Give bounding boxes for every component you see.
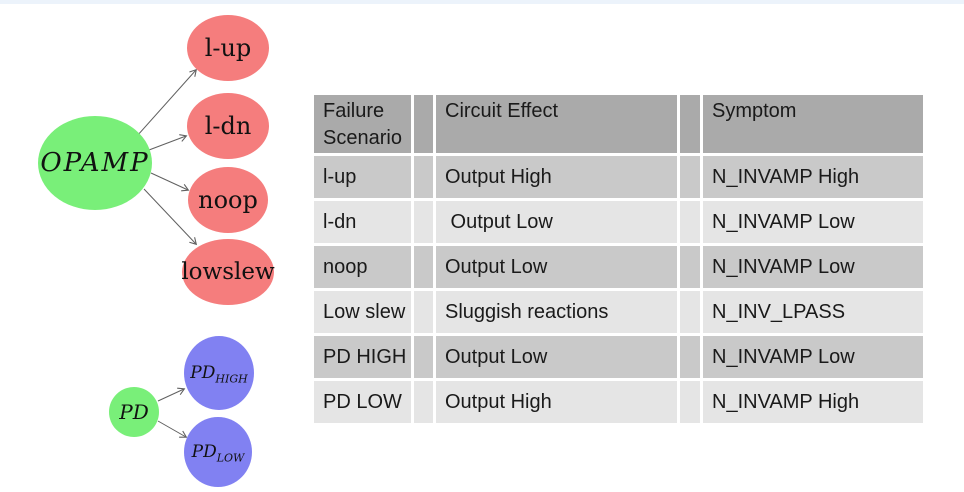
arrow-opamp-noop	[150, 172, 190, 192]
header-failure-scenario: Failure Scenario	[314, 95, 411, 153]
diagram-node-noop: noop	[188, 167, 268, 233]
cell-spacer	[414, 381, 433, 423]
cell-effect: Output Low	[436, 246, 677, 288]
arrow-pd-pdhigh	[157, 387, 186, 402]
cell-spacer	[414, 336, 433, 378]
opamp-label: OPAMP	[40, 148, 150, 178]
cell-scenario: PD LOW	[314, 381, 411, 423]
header-spacer	[680, 95, 700, 153]
cell-spacer	[680, 291, 700, 333]
cell-spacer	[680, 201, 700, 243]
pd-label: PD	[119, 400, 149, 424]
cell-symptom: N_INVAMP Low	[703, 246, 923, 288]
diagram-node-pd-high: PDHIGH	[184, 336, 254, 410]
cell-spacer	[680, 156, 700, 198]
pd-low-label: PDLOW	[191, 442, 245, 465]
header-spacer	[414, 95, 433, 153]
arrow-pd-pdlow	[157, 420, 188, 438]
cell-spacer	[680, 336, 700, 378]
cell-scenario: Low slew	[314, 291, 411, 333]
cell-symptom: N_INV_LPASS	[703, 291, 923, 333]
cell-effect: Output Low	[436, 201, 677, 243]
pd-high-label: PDHIGH	[190, 363, 248, 386]
diagram-node-l-up: l-up	[187, 15, 269, 81]
l-up-label: l-up	[204, 34, 252, 62]
top-strip	[0, 0, 964, 4]
cell-spacer	[414, 291, 433, 333]
diagram-node-opamp: OPAMP	[38, 116, 152, 210]
arrow-opamp-ldn	[148, 134, 188, 151]
l-dn-label: l-dn	[204, 112, 252, 140]
cell-symptom: N_INVAMP Low	[703, 336, 923, 378]
diagram-node-pd-low: PDLOW	[184, 417, 252, 487]
cell-symptom: N_INVAMP High	[703, 381, 923, 423]
cell-symptom: N_INVAMP High	[703, 156, 923, 198]
cell-spacer	[680, 246, 700, 288]
cell-effect: Output High	[436, 156, 677, 198]
cell-spacer	[680, 381, 700, 423]
lowslew-label: lowslew	[181, 259, 275, 285]
cell-effect: Sluggish reactions	[436, 291, 677, 333]
cell-scenario: noop	[314, 246, 411, 288]
cell-spacer	[414, 156, 433, 198]
cell-effect: Output Low	[436, 336, 677, 378]
cell-scenario: l-up	[314, 156, 411, 198]
cell-effect: Output High	[436, 381, 677, 423]
diagram-node-lowslew: lowslew	[181, 239, 275, 305]
fault-symptom-table: Failure Scenario Circuit Effect Symptom …	[314, 95, 923, 423]
header-symptom: Symptom	[703, 95, 923, 153]
diagram-node-pd: PD	[109, 387, 159, 437]
diagram-node-l-dn: l-dn	[187, 93, 269, 159]
cell-scenario: l-dn	[314, 201, 411, 243]
header-circuit-effect: Circuit Effect	[436, 95, 677, 153]
cell-spacer	[414, 201, 433, 243]
cell-spacer	[414, 246, 433, 288]
cell-scenario: PD HIGH	[314, 336, 411, 378]
cell-symptom: N_INVAMP Low	[703, 201, 923, 243]
noop-label: noop	[198, 186, 258, 214]
